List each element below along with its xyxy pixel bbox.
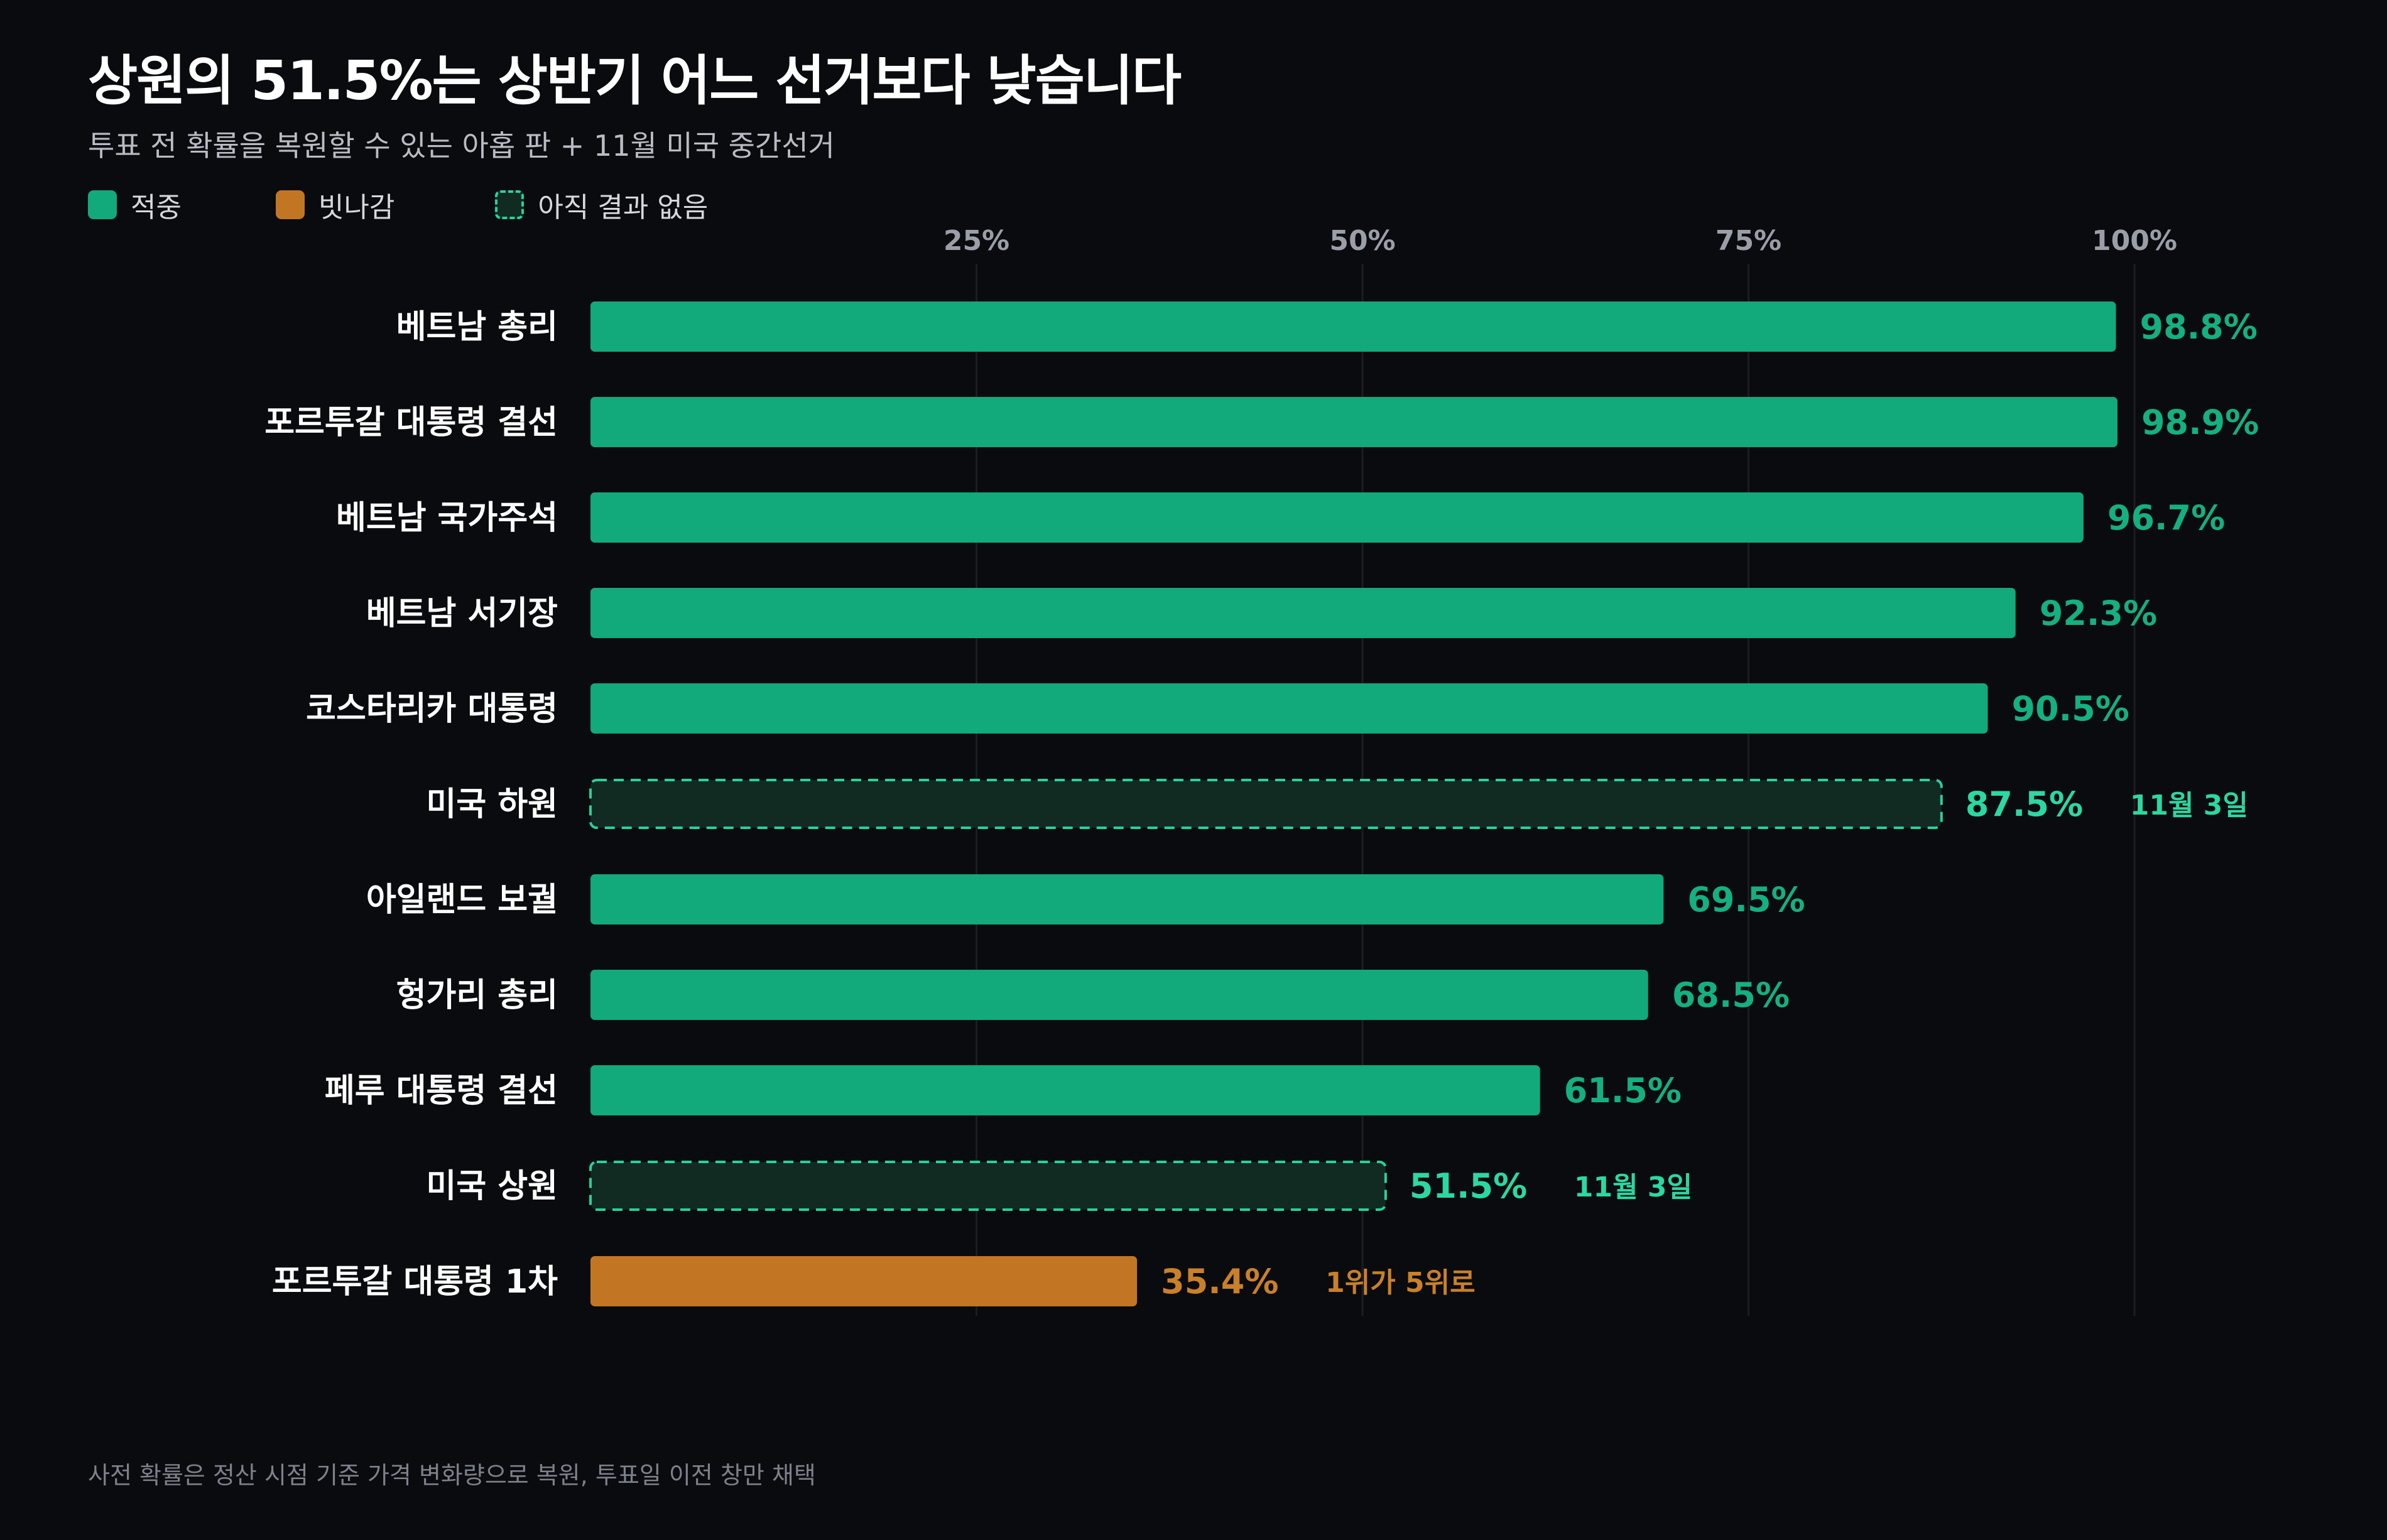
bar (590, 588, 2016, 638)
bar (590, 301, 2116, 352)
value-label: 96.7% (2107, 498, 2225, 538)
legend-swatch-pending (495, 190, 525, 219)
value-label: 98.9% (2141, 403, 2259, 442)
bar-note: 11월 3일 (1574, 1171, 1692, 1203)
bar (590, 1065, 1540, 1115)
bar (590, 683, 1988, 734)
category-label: 미국 상원 (427, 1168, 558, 1205)
category-label: 헝가리 총리 (396, 977, 558, 1014)
bar (590, 397, 2118, 447)
legend-label-pending: 아직 결과 없음 (538, 192, 709, 224)
x-tick-label: 25% (943, 225, 1009, 257)
value-label: 69.5% (1687, 880, 1805, 919)
x-tick-label: 75% (1715, 225, 1781, 257)
bar-note: 11월 3일 (2130, 789, 2248, 822)
bar (589, 779, 1943, 829)
category-label: 베트남 서기장 (366, 595, 558, 632)
legend-label-miss: 빗나감 (318, 192, 395, 224)
value-label: 35.4% (1161, 1262, 1278, 1301)
category-label: 베트남 국가주석 (336, 499, 558, 537)
bar-note: 1위가 5위로 (1325, 1267, 1475, 1299)
value-label: 90.5% (2011, 689, 2129, 729)
bar (590, 970, 1648, 1020)
category-label: 페루 대통령 결선 (325, 1072, 558, 1110)
footnote: 사전 확률은 정산 시점 기준 가격 변화량으로 복원, 투표일 이전 창만 채… (88, 1461, 816, 1489)
legend-item-pending: 아직 결과 없음 (495, 185, 708, 225)
value-label: 98.8% (2140, 307, 2258, 347)
legend-swatch-miss (275, 190, 305, 219)
bar (590, 874, 1664, 925)
category-label: 포르투갈 대통령 1차 (272, 1263, 558, 1301)
x-tick-label: 100% (2092, 225, 2177, 257)
value-label: 68.5% (1672, 975, 1790, 1015)
category-label: 아일랜드 보궐 (366, 881, 558, 919)
category-label: 베트남 총리 (396, 308, 558, 346)
value-label: 87.5% (1966, 784, 2083, 824)
value-label: 92.3% (2040, 594, 2157, 633)
chart-subtitle: 투표 전 확률을 복원할 수 있는 아홉 판 + 11월 미국 중간선거 (88, 129, 835, 163)
bar (589, 1161, 1387, 1211)
value-label: 61.5% (1564, 1071, 1682, 1110)
bar (590, 1256, 1138, 1306)
legend-swatch-hit (88, 190, 117, 219)
legend: 적중 빗나감 아직 결과 없음 (88, 186, 802, 224)
x-tick-label: 50% (1329, 225, 1395, 257)
category-label: 코스타리카 대통령 (306, 690, 558, 728)
chart-title: 상원의 51.5%는 상반기 어느 선거보다 낮습니다 (88, 50, 1182, 112)
category-label: 미국 하원 (427, 786, 558, 823)
value-label: 51.5% (1410, 1166, 1527, 1206)
legend-item-miss: 빗나감 (275, 185, 395, 225)
category-label: 포르투갈 대통령 결선 (264, 404, 558, 442)
legend-label-hit: 적중 (131, 192, 182, 224)
legend-item-hit: 적중 (88, 185, 182, 225)
bar (590, 492, 2084, 543)
